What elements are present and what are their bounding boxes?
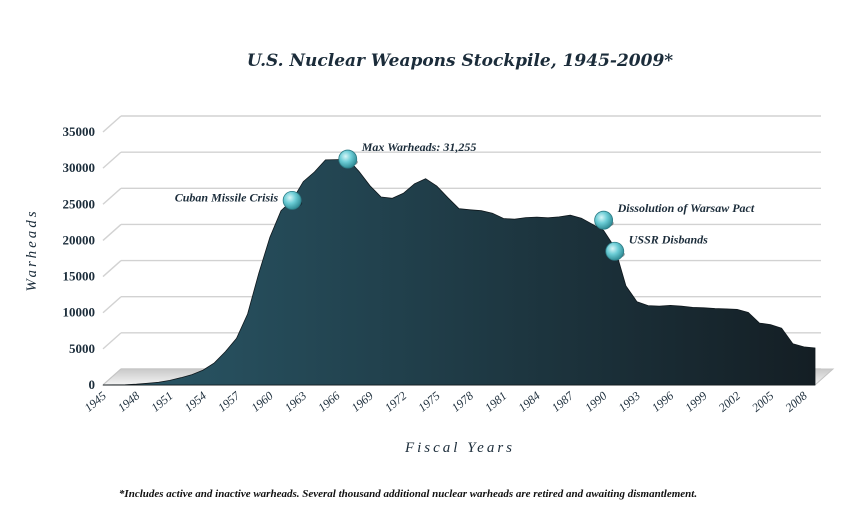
annotation-marker [605,241,625,261]
annotation-label: Dissolution of Warsaw Pact [617,201,755,215]
y-tick-label: 20000 [63,232,96,247]
x-tick-label: 1945 [82,389,109,415]
x-tick-label: 1981 [482,389,509,415]
y-tick-label: 15000 [63,269,96,284]
y-axis-ticks: 0 5000 10000 15000 20000 25000 30000 35000 [63,124,96,392]
x-tick-label: 1966 [315,389,342,415]
grid-depth-line [102,260,122,278]
y-tick-label: 5000 [69,341,95,356]
area-series [102,158,816,386]
annotation-marker [282,190,302,210]
annotations: Cuban Missile Crisis Max Warheads: 31,255… [175,140,755,261]
x-tick-label: 1948 [115,389,142,415]
y-tick-label: 35000 [63,124,96,139]
annotation-label: Cuban Missile Crisis [175,190,279,204]
grid-depth-line [102,332,122,350]
footnote: *Includes active and inactive warheads. … [119,488,697,500]
x-tick-label: 1954 [182,389,209,415]
y-tick-label: 10000 [63,305,96,320]
x-tick-label: 1999 [682,389,709,415]
annotation-label: Max Warheads: 31,255 [361,140,477,154]
grid-depth-line [102,115,122,133]
x-tick-label: 2002 [716,389,743,415]
grid-depth-line [102,151,122,169]
x-axis-ticks: 1945 1948 1951 1954 1957 1960 1963 1966 1969 1972… [82,388,810,415]
y-axis-label: Warheads [24,208,40,291]
annotation-marker [594,210,614,230]
x-tick-label: 1963 [282,389,309,415]
y-tick-label: 25000 [63,196,96,211]
x-axis-label: Fiscal Years [404,440,515,456]
grid-depth-line [102,296,122,314]
annotation-marker [338,149,358,169]
x-tick-label: 2008 [782,389,809,415]
y-tick-label: 0 [89,377,96,392]
chart-title: U.S. Nuclear Weapons Stockpile, 1945-200… [247,51,673,71]
x-tick-label: 2005 [749,389,776,415]
x-tick-label: 1990 [582,389,609,415]
x-tick-label: 1984 [515,389,542,415]
x-tick-label: 1996 [649,389,676,415]
x-tick-label: 1987 [549,388,577,415]
x-tick-label: 1975 [415,389,442,415]
grid-depth-line [102,187,122,205]
y-tick-label: 30000 [63,160,96,175]
stockpile-area [102,158,816,386]
x-tick-label: 1969 [349,389,376,415]
x-tick-label: 1951 [148,389,175,415]
x-tick-label: 1960 [248,389,275,415]
annotation-label: USSR Disbands [629,232,708,246]
x-tick-label: 1972 [382,389,409,415]
x-tick-label: 1978 [449,389,476,415]
grid-depth-line [102,223,122,241]
x-tick-label: 1957 [215,388,243,415]
x-tick-label: 1993 [616,389,643,415]
